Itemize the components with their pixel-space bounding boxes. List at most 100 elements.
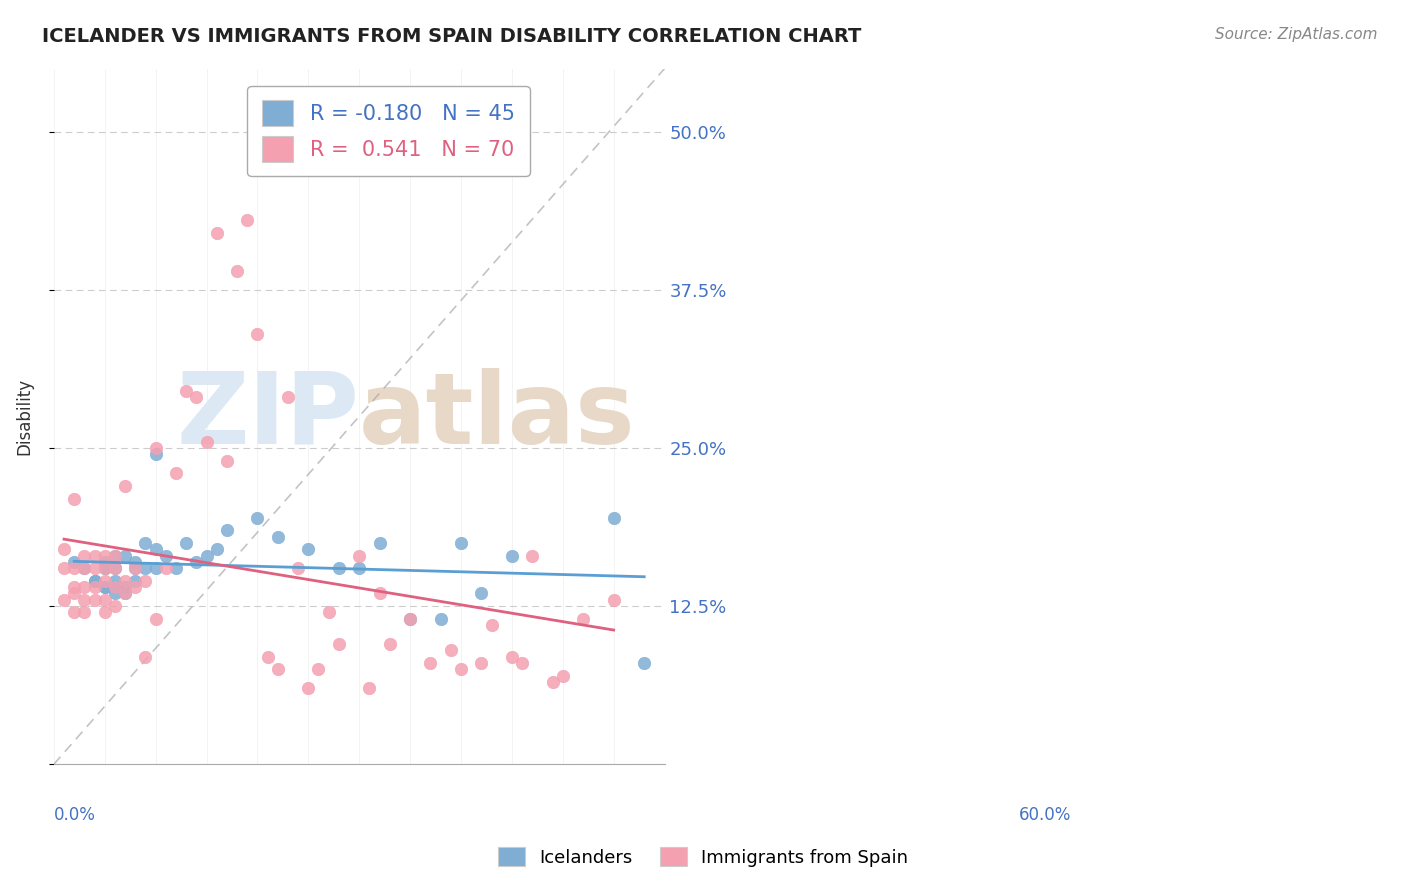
- Point: [145, 612, 167, 626]
- Point: [481, 618, 503, 632]
- Point: [104, 549, 127, 563]
- Point: [226, 264, 249, 278]
- Point: [246, 327, 269, 342]
- Point: [541, 675, 564, 690]
- Point: [83, 561, 105, 575]
- Legend: Icelanders, Immigrants from Spain: Icelanders, Immigrants from Spain: [491, 840, 915, 874]
- Point: [93, 606, 115, 620]
- Point: [83, 574, 105, 588]
- Point: [73, 561, 96, 575]
- Point: [124, 561, 146, 575]
- Point: [93, 574, 115, 588]
- Point: [501, 649, 523, 664]
- Point: [73, 592, 96, 607]
- Point: [145, 561, 167, 575]
- Point: [93, 580, 115, 594]
- Point: [145, 447, 167, 461]
- Point: [114, 574, 136, 588]
- Point: [378, 637, 401, 651]
- Point: [297, 681, 319, 696]
- Point: [114, 549, 136, 563]
- Point: [63, 586, 86, 600]
- Point: [63, 606, 86, 620]
- Point: [205, 226, 228, 240]
- Point: [104, 599, 127, 614]
- Point: [602, 592, 624, 607]
- Point: [93, 592, 115, 607]
- Point: [53, 561, 76, 575]
- Point: [73, 606, 96, 620]
- Point: [450, 662, 472, 676]
- Point: [124, 555, 146, 569]
- Point: [155, 549, 177, 563]
- Point: [328, 561, 350, 575]
- Point: [104, 586, 127, 600]
- Point: [195, 549, 218, 563]
- Point: [359, 681, 381, 696]
- Point: [174, 536, 197, 550]
- Point: [277, 391, 299, 405]
- Text: ICELANDER VS IMMIGRANTS FROM SPAIN DISABILITY CORRELATION CHART: ICELANDER VS IMMIGRANTS FROM SPAIN DISAB…: [42, 27, 862, 45]
- Point: [93, 580, 115, 594]
- Point: [53, 542, 76, 557]
- Point: [399, 612, 422, 626]
- Point: [328, 637, 350, 651]
- Point: [267, 530, 290, 544]
- Point: [205, 542, 228, 557]
- Point: [73, 549, 96, 563]
- Point: [602, 510, 624, 524]
- Point: [419, 656, 441, 670]
- Point: [236, 213, 259, 227]
- Point: [83, 574, 105, 588]
- Point: [83, 592, 105, 607]
- Point: [134, 574, 156, 588]
- Point: [114, 586, 136, 600]
- Point: [124, 574, 146, 588]
- Point: [470, 586, 492, 600]
- Point: [297, 542, 319, 557]
- Point: [347, 549, 370, 563]
- Point: [93, 561, 115, 575]
- Text: atlas: atlas: [359, 368, 636, 465]
- Point: [145, 441, 167, 455]
- Point: [63, 555, 86, 569]
- Point: [165, 467, 187, 481]
- Point: [246, 510, 269, 524]
- Point: [134, 561, 156, 575]
- Point: [215, 523, 238, 537]
- Point: [470, 656, 492, 670]
- Point: [186, 391, 208, 405]
- Point: [104, 561, 127, 575]
- Point: [114, 580, 136, 594]
- Point: [104, 574, 127, 588]
- Point: [134, 649, 156, 664]
- Text: 0.0%: 0.0%: [53, 806, 96, 824]
- Point: [318, 606, 340, 620]
- Point: [195, 434, 218, 449]
- Point: [83, 549, 105, 563]
- Point: [429, 612, 451, 626]
- Point: [522, 549, 544, 563]
- Point: [165, 561, 187, 575]
- Point: [174, 384, 197, 398]
- Point: [114, 479, 136, 493]
- Point: [93, 561, 115, 575]
- Point: [83, 580, 105, 594]
- Y-axis label: Disability: Disability: [15, 378, 32, 455]
- Text: Source: ZipAtlas.com: Source: ZipAtlas.com: [1215, 27, 1378, 42]
- Point: [440, 643, 463, 657]
- Point: [63, 561, 86, 575]
- Point: [134, 536, 156, 550]
- Point: [368, 586, 391, 600]
- Legend: R = -0.180   N = 45, R =  0.541   N = 70: R = -0.180 N = 45, R = 0.541 N = 70: [247, 86, 530, 177]
- Point: [93, 549, 115, 563]
- Point: [93, 555, 115, 569]
- Point: [93, 561, 115, 575]
- Point: [308, 662, 330, 676]
- Point: [124, 580, 146, 594]
- Point: [104, 580, 127, 594]
- Point: [145, 542, 167, 557]
- Point: [114, 586, 136, 600]
- Point: [633, 656, 655, 670]
- Point: [347, 561, 370, 575]
